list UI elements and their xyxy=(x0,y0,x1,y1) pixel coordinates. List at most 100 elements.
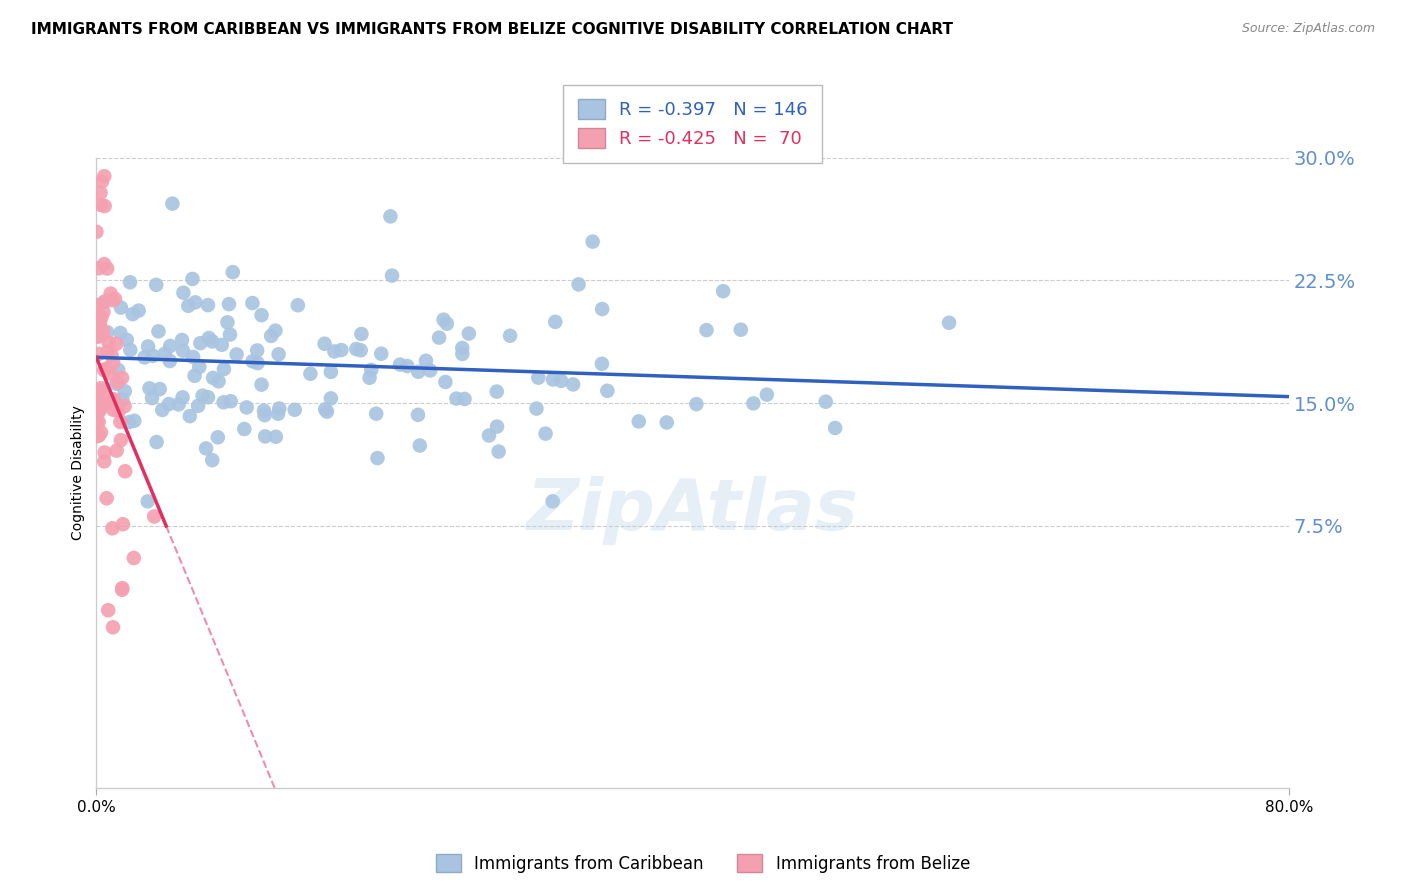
Point xyxy=(100,286,122,301)
Point xyxy=(541,372,564,386)
Point xyxy=(814,394,837,409)
Point xyxy=(207,430,229,444)
Point xyxy=(344,342,367,356)
Point xyxy=(97,335,120,350)
Point xyxy=(451,341,474,355)
Point xyxy=(582,235,605,249)
Point xyxy=(121,307,143,321)
Point xyxy=(87,329,110,343)
Point xyxy=(105,399,128,413)
Point xyxy=(111,581,134,595)
Point xyxy=(260,329,283,343)
Point xyxy=(98,367,121,381)
Point xyxy=(284,402,307,417)
Point xyxy=(87,347,110,361)
Point xyxy=(219,327,242,342)
Point xyxy=(115,333,138,347)
Point xyxy=(87,298,110,312)
Point xyxy=(198,331,221,345)
Point xyxy=(389,358,412,372)
Point xyxy=(124,414,146,428)
Point xyxy=(110,326,132,340)
Point xyxy=(179,409,201,423)
Point xyxy=(316,404,339,418)
Point xyxy=(91,397,114,411)
Point xyxy=(93,445,115,459)
Point xyxy=(267,407,290,421)
Point xyxy=(118,415,141,429)
Point xyxy=(86,429,108,443)
Point xyxy=(157,397,180,411)
Point xyxy=(381,268,404,283)
Point xyxy=(90,425,112,440)
Point xyxy=(114,464,136,478)
Point xyxy=(111,371,134,385)
Text: Source: ZipAtlas.com: Source: ZipAtlas.com xyxy=(1241,22,1375,36)
Point xyxy=(120,343,142,357)
Point xyxy=(162,196,184,211)
Point xyxy=(90,328,112,343)
Point xyxy=(253,408,276,422)
Point xyxy=(217,315,239,329)
Point xyxy=(527,370,550,384)
Point xyxy=(153,347,176,361)
Point xyxy=(90,381,112,395)
Point xyxy=(183,368,205,383)
Point xyxy=(136,339,159,353)
Point xyxy=(87,261,110,276)
Point xyxy=(118,275,141,289)
Point xyxy=(233,422,256,436)
Point xyxy=(534,426,557,441)
Point xyxy=(685,397,707,411)
Point xyxy=(370,347,392,361)
Point xyxy=(105,443,128,458)
Point xyxy=(87,326,110,340)
Point xyxy=(93,389,115,403)
Point xyxy=(94,294,117,309)
Point xyxy=(434,375,457,389)
Point xyxy=(197,298,219,312)
Legend: Immigrants from Caribbean, Immigrants from Belize: Immigrants from Caribbean, Immigrants fr… xyxy=(429,847,977,880)
Point xyxy=(93,257,115,271)
Point xyxy=(93,295,115,310)
Point xyxy=(91,175,114,189)
Point xyxy=(427,330,450,344)
Point xyxy=(250,308,273,322)
Point xyxy=(141,391,163,405)
Point xyxy=(149,382,172,396)
Point xyxy=(319,392,342,406)
Point xyxy=(436,317,458,331)
Point xyxy=(105,376,128,391)
Point xyxy=(541,494,564,508)
Point xyxy=(114,384,136,399)
Point xyxy=(246,356,269,370)
Point xyxy=(451,347,474,361)
Y-axis label: Cognitive Disability: Cognitive Disability xyxy=(72,405,86,541)
Point xyxy=(419,363,441,377)
Point xyxy=(89,186,111,200)
Point xyxy=(323,344,346,359)
Legend: R = -0.397   N = 146, R = -0.425   N =  70: R = -0.397 N = 146, R = -0.425 N = 70 xyxy=(564,85,823,162)
Point xyxy=(101,620,124,634)
Point xyxy=(145,277,167,292)
Point xyxy=(219,394,242,409)
Point xyxy=(269,401,291,416)
Point xyxy=(148,324,170,338)
Point xyxy=(150,403,173,417)
Point xyxy=(172,343,194,358)
Point xyxy=(938,316,960,330)
Point xyxy=(202,371,225,385)
Point xyxy=(246,343,269,358)
Point xyxy=(101,393,124,408)
Point xyxy=(695,323,717,337)
Point xyxy=(103,356,125,370)
Point xyxy=(100,348,122,362)
Point xyxy=(314,336,336,351)
Point xyxy=(93,199,115,213)
Point xyxy=(446,392,468,406)
Point xyxy=(254,429,277,443)
Point xyxy=(488,444,510,458)
Point xyxy=(96,361,118,376)
Point xyxy=(142,349,165,363)
Point xyxy=(360,363,382,377)
